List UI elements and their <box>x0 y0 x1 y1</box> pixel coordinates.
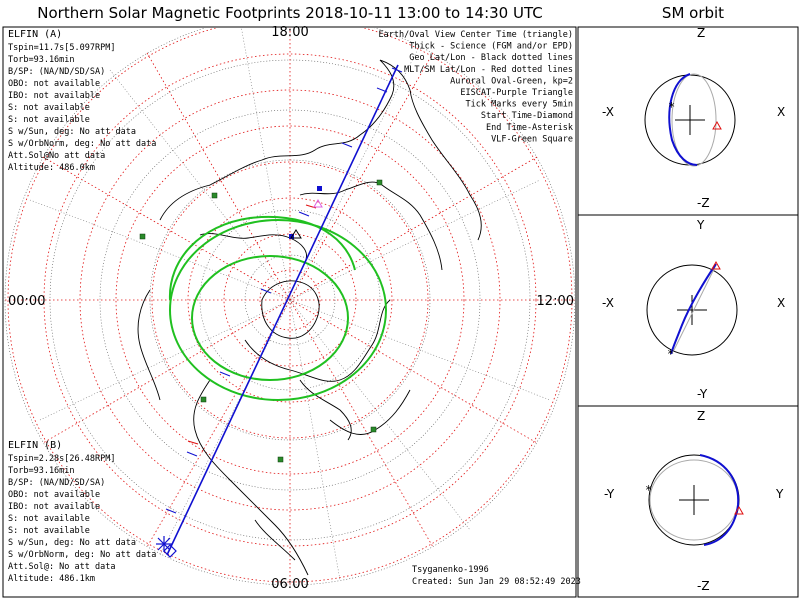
orbit-title: SM orbit <box>662 4 724 22</box>
svg-text:*: * <box>667 347 674 361</box>
elfin-a-line: Torb=93.16min <box>8 55 75 65</box>
legend-entry: Geo Lat/Lon - Black dotted lines <box>409 53 573 63</box>
created-timestamp: Created: Sun Jan 29 08:52:49 2023 <box>412 577 581 587</box>
elfin-a-info: ELFIN (A) Tspin=11.7s[5.097RPM] Torb=93.… <box>8 29 156 173</box>
orbit-panels: * Z -Z -X X * Y -Y -X X <box>577 26 799 598</box>
elfin-a-trajectory <box>156 64 403 558</box>
svg-text:*: * <box>668 100 675 114</box>
polar-map: 18:00 00:00 12:00 06:00 <box>4 25 575 592</box>
eiscat-triangle-icon <box>313 198 323 208</box>
elfin-b-line: OBO: not available <box>8 490 100 500</box>
legend-entry: Start Time-Diamond <box>481 111 573 121</box>
elfin-b-line: S w/OrbNorm, deg: No att data <box>8 550 156 560</box>
orbit-axis-label: -Y <box>604 487 615 501</box>
orbit-axis-label: Z <box>697 409 705 423</box>
trajectory-marker <box>317 186 322 191</box>
elfin-a-line: OBO: not available <box>8 79 100 89</box>
legend-entry: Earth/Oval View Center Time (triangle) <box>379 30 573 40</box>
elfin-b-line: B/SP: (NA/ND/SD/SA) <box>8 478 105 488</box>
elfin-b-line: S: not available <box>8 526 90 536</box>
orbit-panel-xy: * Y -Y -X X <box>602 218 785 401</box>
elfin-a-line: S w/Sun, deg: No att data <box>8 127 136 137</box>
orbit-axis-label: -Y <box>697 387 708 401</box>
legend-entry: VLF-Green Square <box>491 134 573 144</box>
start-diamond-icon <box>163 544 177 558</box>
elfin-b-line: S: not available <box>8 514 90 524</box>
orbit-axis-label: -Z <box>697 579 710 593</box>
orbit-axis-label: -X <box>602 105 614 119</box>
map-frame <box>2 26 577 598</box>
elfin-a-line: B/SP: (NA/ND/SD/SA) <box>8 67 105 77</box>
mlt-label-left: 00:00 <box>8 294 45 309</box>
geo-meridians <box>29 28 551 581</box>
view-center-triangle-icon <box>290 229 302 239</box>
vlf-stations <box>139 179 383 463</box>
mlt-meridians <box>5 28 575 585</box>
elfin-b-name: ELFIN (B) <box>8 440 62 451</box>
coastlines <box>137 59 482 576</box>
legend-entry: Thick - Science (FGM and/or EPD) <box>409 42 573 52</box>
elfin-b-line: Att.Sol@: No att data <box>8 562 115 572</box>
elfin-a-line: S: not available <box>8 115 90 125</box>
legend-entry: End Time-Asterisk <box>486 123 573 133</box>
orbit-axis-label: -X <box>602 296 614 310</box>
model-credit: Tsyganenko-1996 <box>412 565 489 575</box>
orbit-axis-label: -Z <box>697 196 710 210</box>
elfin-b-line: IBO: not available <box>8 502 100 512</box>
svg-text:*: * <box>645 483 652 497</box>
elfin-a-line: Altitude: 486.0km <box>8 163 95 173</box>
orbit-panel-xz: * Z -Z -X X <box>602 26 785 210</box>
end-asterisk-icon <box>156 536 172 552</box>
auroral-oval <box>168 215 387 401</box>
orbit-panel-yz: * Z -Z -Y Y <box>604 409 784 593</box>
orbit-axis-label: Y <box>696 218 705 232</box>
legend-entry: Tick Marks every 5min <box>466 100 573 110</box>
elfin-a-line: Att.Sol@No att data <box>8 151 105 161</box>
plot-title: Northern Solar Magnetic Footprints 2018-… <box>37 4 542 22</box>
orbit-axis-label: X <box>777 105 785 119</box>
elfin-a-line: Tspin=11.7s[5.097RPM] <box>8 43 115 53</box>
elfin-b-line: Altitude: 486.1km <box>8 574 95 584</box>
orbit-axis-label: X <box>777 296 785 310</box>
mlt-label-top: 18:00 <box>271 25 308 40</box>
elfin-a-line: S: not available <box>8 103 90 113</box>
elfin-a-name: ELFIN (A) <box>8 29 62 40</box>
mlt-lat-grid <box>7 28 573 583</box>
legend: Earth/Oval View Center Time (triangle) Th… <box>379 30 573 144</box>
orbit-axis-label: Z <box>697 26 705 40</box>
orbit-frame <box>577 26 799 598</box>
orbit-axis-label: Y <box>775 487 784 501</box>
elfin-b-info: ELFIN (B) Tspin=2.28s[26.48RPM] Torb=93.… <box>8 440 156 584</box>
legend-entry: EISCAT-Purple Triangle <box>460 88 573 98</box>
elfin-a-line: IBO: not available <box>8 91 100 101</box>
legend-entry: MLT/SM Lat/Lon - Red dotted lines <box>404 65 573 75</box>
elfin-b-line: Torb=93.16min <box>8 466 75 476</box>
elfin-b-line: Tspin=2.28s[26.48RPM] <box>8 454 115 464</box>
elfin-a-line: S w/OrbNorm, deg: No att data <box>8 139 156 149</box>
elfin-b-line: S w/Sun, deg: No att data <box>8 538 136 548</box>
mlt-label-right: 12:00 <box>537 294 574 309</box>
mlt-label-bottom: 06:00 <box>271 577 308 592</box>
legend-entry: Auroral Oval-Green, kp=2 <box>450 76 573 86</box>
